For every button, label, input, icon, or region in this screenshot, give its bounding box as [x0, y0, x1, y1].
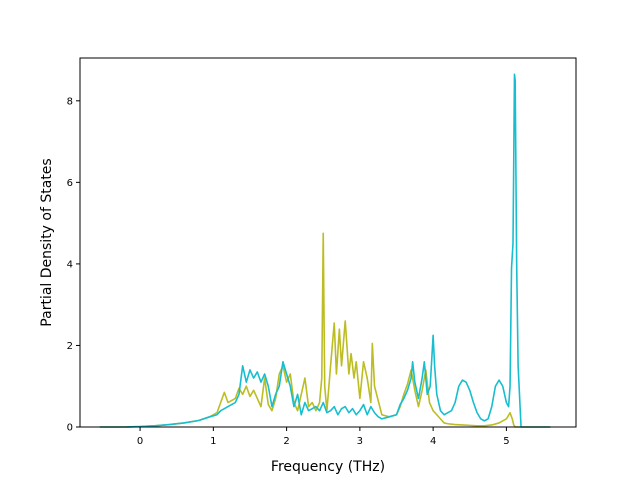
x-tick-label: 3: [357, 436, 363, 447]
y-axis-label: Partial Density of States: [39, 158, 55, 326]
x-tick-label: 0: [137, 436, 143, 447]
series-line-1: [99, 232, 551, 428]
y-tick-label: 0: [67, 423, 73, 434]
x-axis-label: Frequency (THz): [271, 459, 385, 475]
y-axis-ticks: 0 2 4 6 8: [67, 96, 80, 434]
series-layer: [99, 73, 551, 428]
x-tick-label: 4: [430, 436, 436, 447]
x-tick-label: 2: [283, 436, 289, 447]
y-tick-label: 4: [67, 259, 73, 270]
x-tick-label: 5: [503, 436, 509, 447]
x-tick-label: 1: [210, 436, 216, 447]
y-tick-label: 2: [67, 341, 73, 352]
y-tick-label: 8: [67, 96, 73, 107]
series-line-2: [99, 73, 551, 428]
y-tick-label: 6: [67, 178, 73, 189]
plot-frame: [79, 57, 577, 428]
x-axis-ticks: 0 1 2 3 4 5: [137, 427, 510, 447]
